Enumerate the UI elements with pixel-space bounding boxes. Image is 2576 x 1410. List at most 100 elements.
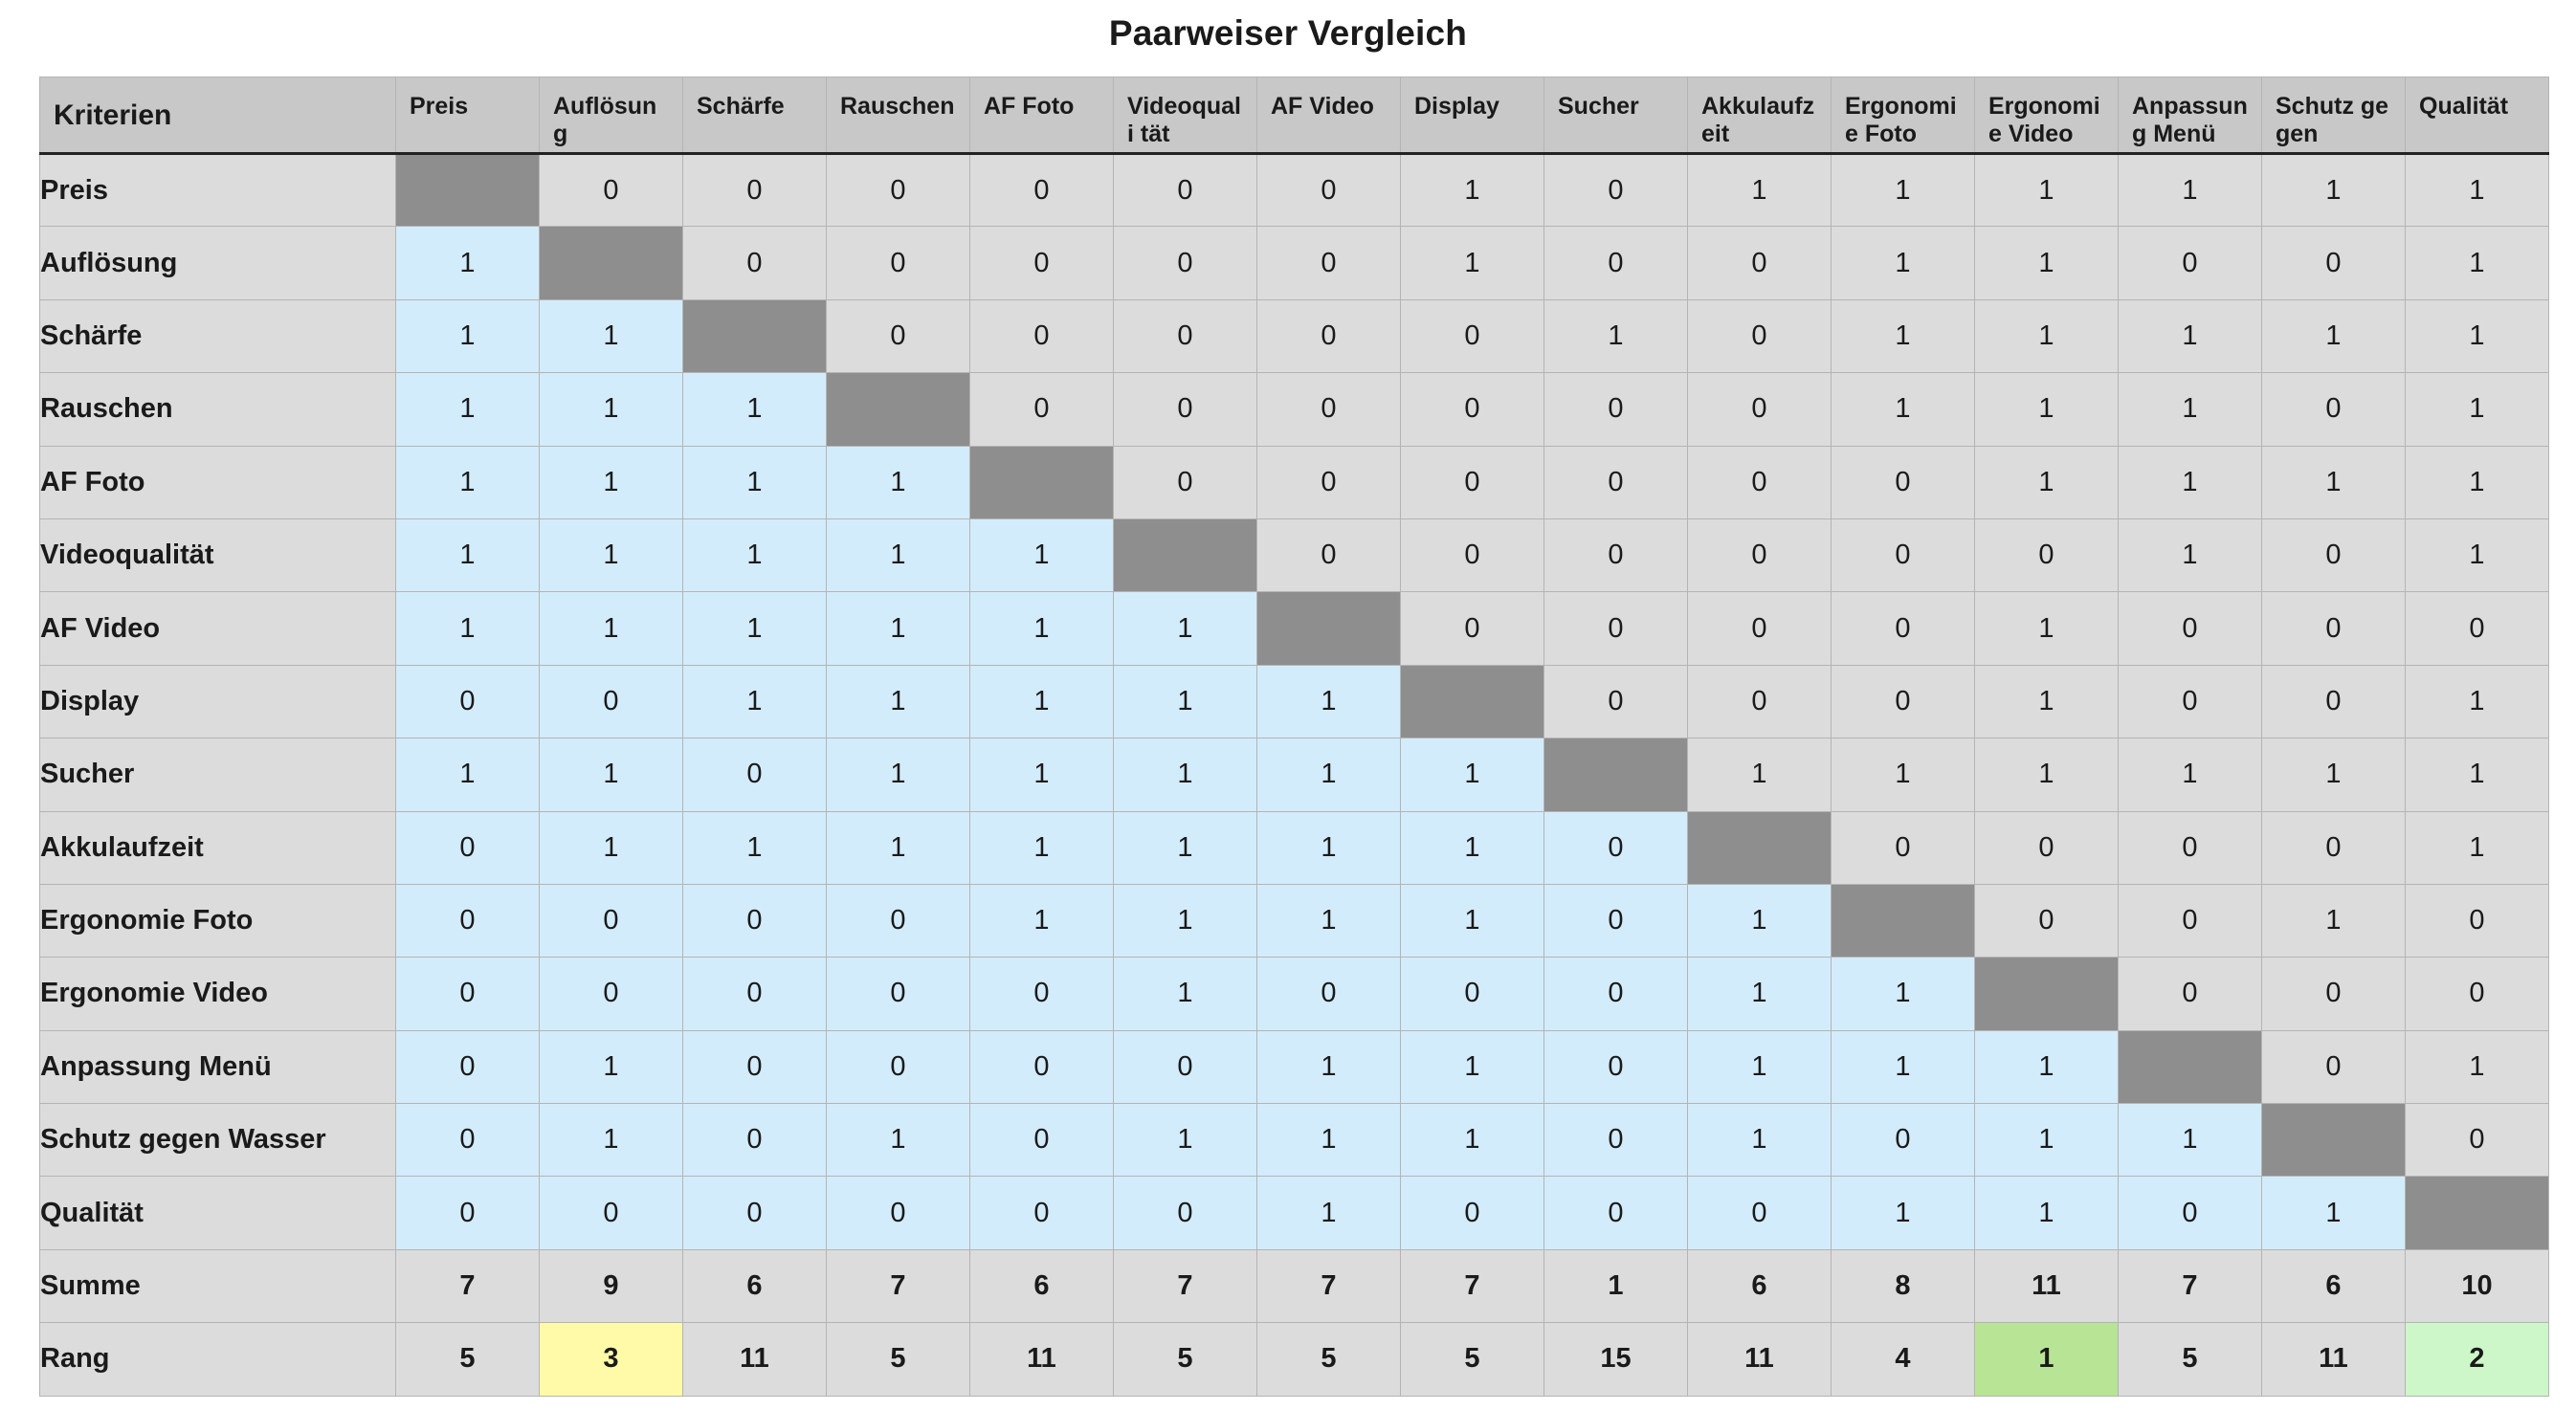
header-row: Kriterien Preis Auflösung Schärfe Rauschen A… <box>39 77 2549 155</box>
column-header: Display <box>1400 77 1544 155</box>
matrix-cell: 0 <box>969 372 1114 447</box>
diagonal-cell <box>826 372 970 447</box>
matrix-cell: 0 <box>539 883 683 958</box>
sum-row-cell: 7 <box>826 1248 970 1324</box>
rank-row-cell: 5 <box>395 1322 540 1397</box>
matrix-cell: 1 <box>682 372 827 447</box>
matrix-row: Akkulaufzeit 0 1 1 1 1 1 1 1 0 0 0 0 0 1 <box>39 810 2549 885</box>
matrix-cell: 0 <box>1256 372 1401 447</box>
matrix-cell: 0 <box>539 664 683 739</box>
matrix-cell: 0 <box>2118 226 2262 300</box>
matrix-cell: 1 <box>826 738 970 812</box>
matrix-cell: 0 <box>1400 957 1544 1031</box>
matrix-cell: 1 <box>1256 1176 1401 1250</box>
matrix-cell: 0 <box>682 1029 827 1105</box>
comparison-matrix: Kriterien Preis Auflösung Schärfe Rauschen A… <box>39 77 2549 1397</box>
matrix-cell: 0 <box>395 883 540 958</box>
matrix-cell: 0 <box>2261 664 2406 739</box>
column-header: AF Foto <box>969 77 1114 155</box>
matrix-cell: 0 <box>539 957 683 1031</box>
matrix-cell: 1 <box>1831 152 1975 228</box>
sum-row-cell: 7 <box>395 1248 540 1324</box>
matrix-cell: 1 <box>1974 664 2119 739</box>
matrix-cell: 1 <box>1687 957 1832 1031</box>
row-label: Videoqualität <box>39 518 396 593</box>
rank-row-cell: 4 <box>1831 1322 1975 1397</box>
matrix-cell: 1 <box>1974 1176 2119 1250</box>
matrix-cell: 0 <box>682 957 827 1031</box>
matrix-cell: 0 <box>1543 518 1688 593</box>
rank-row-cell: 11 <box>969 1322 1114 1397</box>
matrix-cell: 0 <box>1113 445 1257 519</box>
column-header: Videoquali tät <box>1113 77 1257 155</box>
matrix-cell: 1 <box>1400 810 1544 885</box>
matrix-cell: 1 <box>1831 372 1975 447</box>
matrix-cell: 0 <box>1256 445 1401 519</box>
matrix-cell: 1 <box>682 518 827 593</box>
matrix-cell: 1 <box>1831 957 1975 1031</box>
sum-row-cell: 6 <box>2261 1248 2406 1324</box>
column-header: Preis <box>395 77 540 155</box>
matrix-cell: 0 <box>395 664 540 739</box>
rank-row-cell: 5 <box>2118 1322 2262 1397</box>
matrix-cell: 1 <box>1113 591 1257 666</box>
matrix-cell: 0 <box>1831 1103 1975 1178</box>
matrix-cell: 0 <box>539 1176 683 1250</box>
matrix-cell: 0 <box>2261 591 2406 666</box>
column-header: Akkulaufz eit <box>1687 77 1832 155</box>
sum-row: Summe 7 9 6 7 6 7 7 7 1 6 8 11 7 6 10 <box>39 1248 2549 1324</box>
matrix-cell: 0 <box>1400 372 1544 447</box>
matrix-row: Qualität 0 0 0 0 0 0 1 0 0 0 1 1 0 1 <box>39 1176 2549 1250</box>
matrix-cell: 0 <box>2405 957 2549 1031</box>
matrix-cell: 1 <box>826 591 970 666</box>
row-label: Preis <box>39 152 396 228</box>
rank-row-cell: 3 <box>539 1322 683 1397</box>
row-label: Schärfe <box>39 298 396 374</box>
rank-row-cell: 5 <box>826 1322 970 1397</box>
rank-row-cell: 5 <box>1400 1322 1544 1397</box>
matrix-cell: 0 <box>1400 518 1544 593</box>
matrix-cell: 0 <box>826 883 970 958</box>
column-header: AF Video <box>1256 77 1401 155</box>
diagonal-cell <box>539 226 683 300</box>
matrix-cell: 0 <box>2405 1103 2549 1178</box>
matrix-cell: 1 <box>2405 810 2549 885</box>
matrix-cell: 1 <box>1113 883 1257 958</box>
matrix-row: Schutz gegen Wasser 0 1 0 1 0 1 1 1 0 1 0 1 1 0 <box>39 1103 2549 1178</box>
rank-row-label: Rang <box>39 1322 396 1397</box>
matrix-cell: 1 <box>1400 1029 1544 1105</box>
column-header: Qualität <box>2405 77 2549 155</box>
row-label: Schutz gegen Wasser <box>39 1103 396 1178</box>
matrix-cell: 1 <box>1400 738 1544 812</box>
row-label: Akkulaufzeit <box>39 810 396 885</box>
matrix-cell: 1 <box>826 664 970 739</box>
diagonal-cell <box>2405 1176 2549 1250</box>
matrix-cell: 1 <box>395 591 540 666</box>
matrix-cell: 0 <box>395 957 540 1031</box>
matrix-row: Rauschen 1 1 1 0 0 0 0 0 0 1 1 1 0 1 <box>39 372 2549 447</box>
matrix-cell: 0 <box>1687 372 1832 447</box>
matrix-cell: 0 <box>2118 957 2262 1031</box>
matrix-cell: 1 <box>682 445 827 519</box>
matrix-cell: 0 <box>682 1176 827 1250</box>
matrix-cell: 0 <box>826 226 970 300</box>
matrix-cell: 1 <box>1400 883 1544 958</box>
row-label: Ergonomie Video <box>39 957 396 1031</box>
matrix-cell: 1 <box>2118 1103 2262 1178</box>
matrix-cell: 0 <box>1831 445 1975 519</box>
matrix-cell: 1 <box>1687 1029 1832 1105</box>
matrix-cell: 1 <box>969 738 1114 812</box>
diagonal-cell <box>1543 738 1688 812</box>
matrix-cell: 0 <box>2261 518 2406 593</box>
row-label: Auflösung <box>39 226 396 300</box>
matrix-cell: 0 <box>1256 957 1401 1031</box>
matrix-cell: 0 <box>1687 518 1832 593</box>
sum-row-cell: 7 <box>1256 1248 1401 1324</box>
matrix-cell: 0 <box>1543 664 1688 739</box>
sum-row-cell: 7 <box>2118 1248 2262 1324</box>
matrix-cell: 1 <box>826 810 970 885</box>
matrix-row: Preis 0 0 0 0 0 0 1 0 1 1 1 1 1 1 <box>39 152 2549 228</box>
matrix-cell: 0 <box>1400 1176 1544 1250</box>
column-header: Anpassun g Menü <box>2118 77 2262 155</box>
matrix-cell: 1 <box>2261 298 2406 374</box>
